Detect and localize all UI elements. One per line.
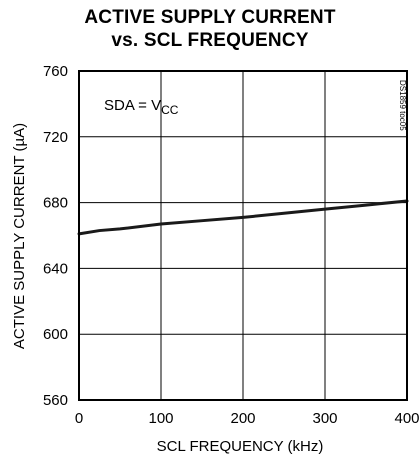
series-layer [77, 199, 409, 236]
y-tick-label-640: 640 [43, 260, 68, 277]
y-tick-label-560: 560 [43, 392, 68, 409]
plot-frame [78, 70, 408, 401]
chart-title-line-1: ACTIVE SUPPLY CURRENT [84, 7, 336, 28]
sda-annotation: SDA = VCC [104, 97, 179, 117]
x-tick-label-300: 300 [312, 410, 337, 427]
x-tick-labels: 0 100 200 300 400 [75, 410, 420, 427]
grid-lines [79, 71, 407, 400]
series-line-0 [77, 199, 409, 236]
y-axis-label: ACTIVE SUPPLY CURRENT (µA) [11, 123, 28, 349]
sda-annotation-main: SDA = V [104, 97, 161, 114]
sda-annotation-subscript: CC [161, 103, 179, 117]
x-tick-label-0: 0 [75, 410, 83, 427]
y-tick-label-760: 760 [43, 63, 68, 80]
x-tick-label-200: 200 [230, 410, 255, 427]
y-tick-label-680: 680 [43, 195, 68, 212]
chart-title-line-2: vs. SCL FREQUENCY [111, 30, 309, 51]
y-tick-labels: 560 600 640 680 720 760 [43, 63, 68, 409]
x-tick-label-100: 100 [148, 410, 173, 427]
x-tick-label-400: 400 [394, 410, 419, 427]
figure-code: DS1859 toc05 [398, 80, 407, 131]
x-axis-label: SCL FREQUENCY (kHz) [157, 438, 324, 455]
y-tick-label-720: 720 [43, 129, 68, 146]
y-tick-label-600: 600 [43, 326, 68, 343]
chart-title: ACTIVE SUPPLY CURRENT vs. SCL FREQUENCY [0, 6, 420, 52]
